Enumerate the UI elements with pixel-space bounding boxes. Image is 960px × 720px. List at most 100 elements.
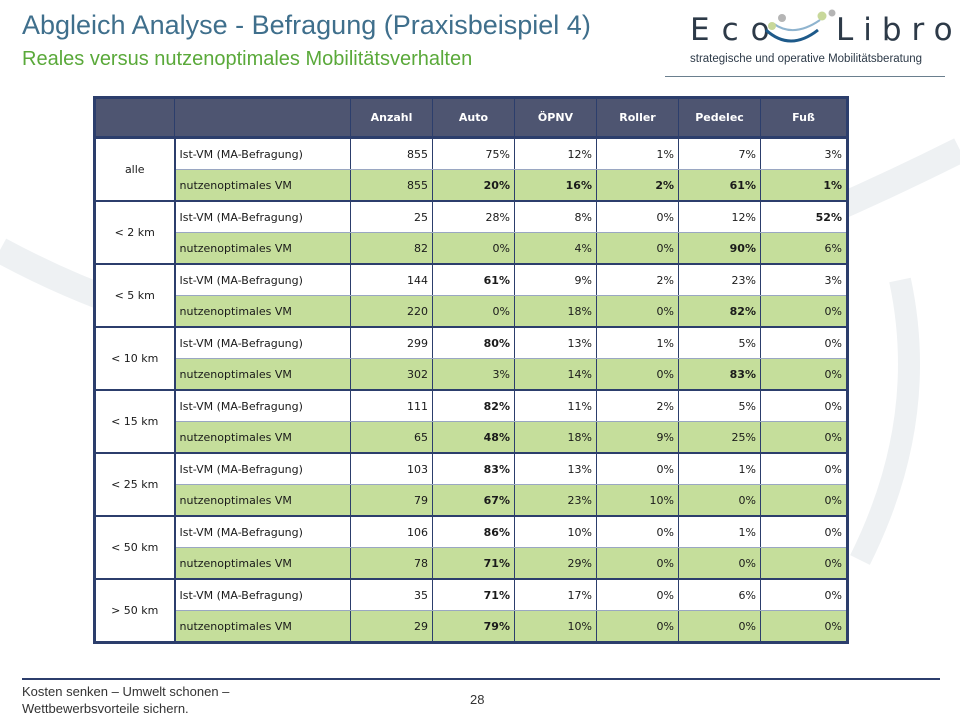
table-cell: 83%: [432, 453, 515, 485]
page-number: 28: [470, 692, 485, 707]
table-row: < 10 km Ist-VM (MA-Befragung) 299 80% 13% 1% 5…: [94, 327, 848, 391]
table-cell: 6%: [678, 579, 761, 611]
table-cell: 0%: [596, 516, 679, 548]
column-header-roller: Roller: [596, 97, 679, 139]
table-cell: 18%: [514, 295, 597, 328]
table-cell: 855: [350, 137, 433, 170]
table-row: nutzenoptimales VM 79 67% 23% 10% 0% 0%: [95, 484, 848, 517]
table-cell: 0%: [432, 295, 515, 328]
table-cell: 83%: [678, 358, 761, 391]
table-cell: 299: [350, 327, 433, 359]
row-label: nutzenoptimales VM: [174, 358, 351, 391]
table-cell: 23%: [514, 484, 597, 517]
table-cell: 10%: [514, 610, 597, 644]
row-label: Ist-VM (MA-Befragung): [174, 137, 351, 170]
table-cell: 67%: [432, 484, 515, 517]
row-label: Ist-VM (MA-Befragung): [174, 516, 351, 548]
table-cell: 11%: [514, 390, 597, 422]
row-label: Ist-VM (MA-Befragung): [174, 579, 351, 611]
logo-text-libro: Libro: [836, 12, 960, 48]
ecolibro-logo: Eco Libro strategische und operative Mob…: [688, 8, 953, 74]
table-cell: 61%: [678, 169, 761, 202]
table-cell: 0%: [760, 547, 848, 580]
table-cell: 52%: [760, 201, 848, 233]
column-header: [174, 97, 351, 139]
table-cell: 0%: [760, 516, 848, 548]
row-label: Ist-VM (MA-Befragung): [174, 390, 351, 422]
row-label: Ist-VM (MA-Befragung): [174, 201, 351, 233]
page-subtitle: Reales versus nutzenoptimales Mobilitäts…: [22, 48, 473, 70]
table-cell: 4%: [514, 232, 597, 265]
table-cell: 16%: [514, 169, 597, 202]
table-cell: 86%: [432, 516, 515, 548]
table-cell: 0%: [678, 610, 761, 644]
table-cell: 82: [350, 232, 433, 265]
table-row: < 5 km Ist-VM (MA-Befragung) 144 61% 9% 2% 23%…: [94, 264, 848, 328]
distance-group-label: < 5 km: [94, 264, 176, 328]
table-cell: 17%: [514, 579, 597, 611]
row-label: nutzenoptimales VM: [174, 484, 351, 517]
logo-tagline: strategische und operative Mobilitätsber…: [690, 53, 923, 65]
table-row: < 50 km Ist-VM (MA-Befragung) 106 86% 10% 0% 1…: [94, 516, 848, 580]
footer-slogan: Kosten senken – Umwelt schonen – Wettbew…: [22, 683, 229, 717]
table-row: nutzenoptimales VM 78 71% 29% 0% 0% 0%: [95, 547, 848, 580]
table-cell: 0%: [678, 547, 761, 580]
table-cell: 2%: [596, 390, 679, 422]
table-cell: 6%: [760, 232, 848, 265]
table-cell: 0%: [760, 610, 848, 644]
logo-swoosh-icon: [764, 9, 836, 43]
table-row: nutzenoptimales VM 220 0% 18% 0% 82% 0%: [95, 295, 848, 328]
table-cell: 2%: [596, 264, 679, 296]
table-cell: 82%: [678, 295, 761, 328]
table-cell: 71%: [432, 579, 515, 611]
table-cell: 220: [350, 295, 433, 328]
table-row: nutzenoptimales VM 855 20% 16% 2% 61% 1%: [95, 169, 848, 202]
table-cell: 48%: [432, 421, 515, 454]
row-label: nutzenoptimales VM: [174, 232, 351, 265]
table-cell: 90%: [678, 232, 761, 265]
table-cell: 28%: [432, 201, 515, 233]
distance-group-label: < 50 km: [94, 516, 176, 580]
table-cell: 82%: [432, 390, 515, 422]
table-row: > 50 km Ist-VM (MA-Befragung) 35 71% 17% 0% 6%…: [94, 579, 848, 644]
table-cell: 10%: [514, 516, 597, 548]
table-cell: 0%: [760, 295, 848, 328]
table-cell: 111: [350, 390, 433, 422]
table-cell: 13%: [514, 453, 597, 485]
table-row: nutzenoptimales VM 82 0% 4% 0% 90% 6%: [95, 232, 848, 265]
table-cell: 106: [350, 516, 433, 548]
table-cell: 5%: [678, 390, 761, 422]
table-cell: 0%: [760, 579, 848, 611]
row-label: nutzenoptimales VM: [174, 169, 351, 202]
table-cell: 1%: [678, 453, 761, 485]
table-cell: 0%: [596, 295, 679, 328]
table-cell: 1%: [678, 516, 761, 548]
row-label: Ist-VM (MA-Befragung): [174, 453, 351, 485]
table-cell: 9%: [596, 421, 679, 454]
table-cell: 61%: [432, 264, 515, 296]
header-divider: [665, 76, 945, 77]
row-label: nutzenoptimales VM: [174, 610, 351, 644]
table-cell: 65: [350, 421, 433, 454]
table-cell: 14%: [514, 358, 597, 391]
table-cell: 71%: [432, 547, 515, 580]
table-cell: 10%: [596, 484, 679, 517]
table-cell: 0%: [596, 579, 679, 611]
table-cell: 25: [350, 201, 433, 233]
table-cell: 0%: [760, 390, 848, 422]
table-cell: 20%: [432, 169, 515, 202]
table-cell: 0%: [596, 358, 679, 391]
table-row: alle Ist-VM (MA-Befragung) 855 75% 12% 1% 7% 3%: [94, 137, 848, 202]
table-header-row: Anzahl Auto ÖPNV Roller Pedelec Fuß: [94, 97, 848, 139]
distance-group-label: < 25 km: [94, 453, 176, 517]
table-cell: 8%: [514, 201, 597, 233]
table-row: nutzenoptimales VM 302 3% 14% 0% 83% 0%: [95, 358, 848, 391]
table-cell: 7%: [678, 137, 761, 170]
table-cell: 75%: [432, 137, 515, 170]
distance-group-label: < 2 km: [94, 201, 176, 265]
table-cell: 0%: [596, 453, 679, 485]
table-cell: 23%: [678, 264, 761, 296]
table-cell: 0%: [678, 484, 761, 517]
table-row: nutzenoptimales VM 29 79% 10% 0% 0% 0%: [95, 610, 848, 644]
table-cell: 12%: [678, 201, 761, 233]
